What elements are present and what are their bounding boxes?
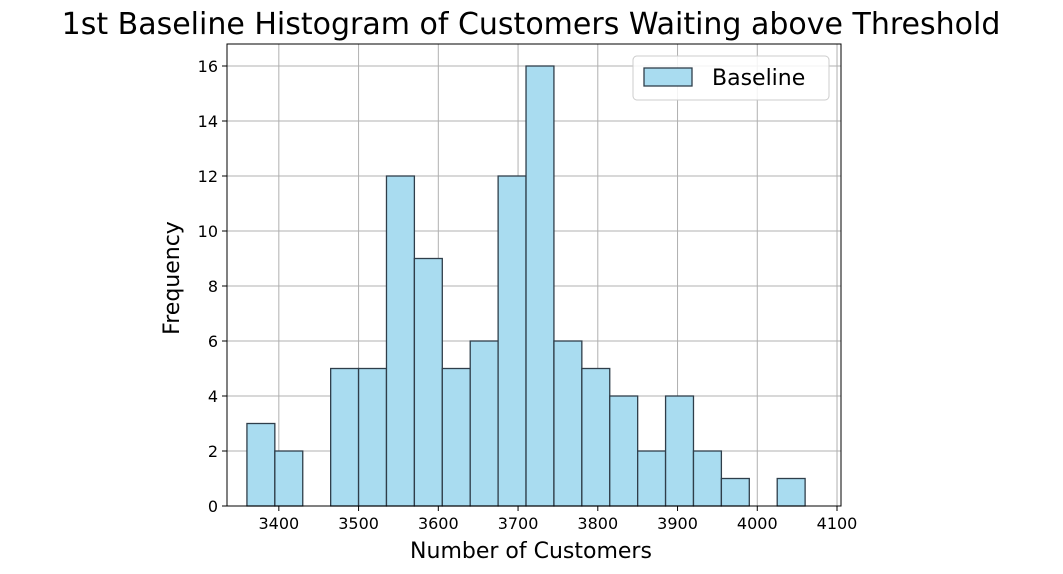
- histogram-bar: [274, 450, 304, 507]
- x-tick-label: 3500: [338, 514, 379, 533]
- x-tick-label: 3400: [258, 514, 299, 533]
- x-tick-label: 3900: [657, 514, 698, 533]
- histogram-bar: [525, 65, 555, 507]
- x-tick-label: 4100: [817, 514, 858, 533]
- histogram-bar: [441, 367, 471, 507]
- histogram-bar: [609, 395, 639, 507]
- chart-title: 1st Baseline Histogram of Customers Wait…: [62, 7, 1001, 42]
- histogram-bar: [357, 367, 388, 507]
- legend-box: [632, 55, 830, 101]
- x-tick-label: 3600: [418, 514, 459, 533]
- legend: Baseline: [632, 55, 830, 101]
- x-axis-title: Number of Customers: [410, 539, 652, 564]
- histogram-bar: [664, 395, 695, 507]
- legend-label-baseline: Baseline: [712, 66, 805, 91]
- histogram-bar: [637, 450, 667, 507]
- x-tick-label: 3800: [577, 514, 618, 533]
- histogram-bar: [776, 477, 806, 507]
- histogram-bar: [385, 175, 416, 507]
- legend-swatch-baseline: [643, 67, 693, 87]
- x-tick-label: 4000: [737, 514, 778, 533]
- y-tick-label: 6: [208, 332, 218, 351]
- histogram-bar: [553, 340, 583, 507]
- histogram-bar: [413, 257, 443, 507]
- histogram-bar: [497, 175, 527, 507]
- y-tick-label: 2: [208, 442, 218, 461]
- x-axis-ticks: 3400 3500 3600 3700 3800 3900 4000 4100: [258, 506, 857, 533]
- y-axis-ticks: 0 2 4 6 8 10 12 14 16: [198, 57, 227, 516]
- y-axis-title: Frequency: [160, 221, 185, 335]
- histogram-bar: [720, 477, 750, 507]
- y-tick-label: 0: [208, 497, 218, 516]
- histogram-bar: [246, 422, 276, 507]
- histogram-bar: [692, 450, 723, 507]
- y-tick-label: 12: [198, 167, 218, 186]
- y-tick-label: 4: [208, 387, 218, 406]
- y-tick-label: 10: [198, 222, 218, 241]
- histogram-bar: [581, 367, 611, 507]
- y-tick-label: 16: [198, 57, 218, 76]
- histogram-bar: [469, 340, 499, 507]
- histogram-bar: [330, 367, 360, 507]
- y-tick-label: 8: [208, 277, 218, 296]
- plot-frame: [226, 43, 842, 507]
- x-tick-label: 3700: [498, 514, 539, 533]
- y-tick-label: 14: [198, 112, 218, 131]
